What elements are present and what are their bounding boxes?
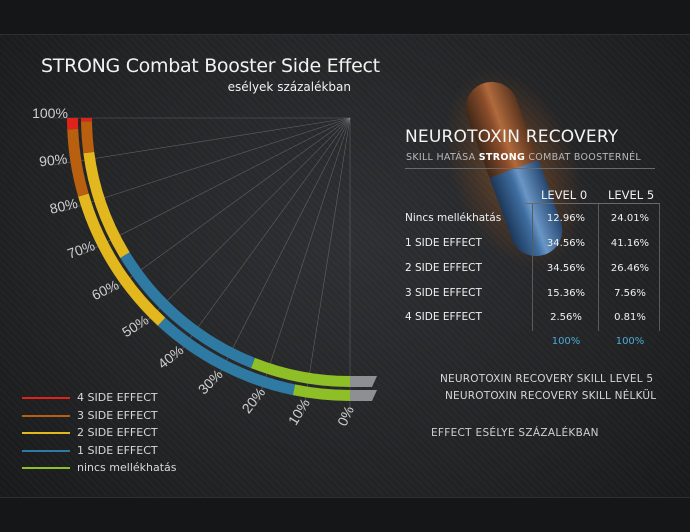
legend-label: 4 SIDE EFFECT [77,391,158,404]
legend-swatch [22,432,70,434]
bar-segment [292,384,350,401]
bar-segment [67,128,89,197]
gridline-spoke [137,117,351,331]
panel-subtitle-pre: SKILL HATÁSA [406,152,476,163]
legend-swatch [22,467,70,469]
bar-segment [81,121,95,154]
table-total-level5: 100% [615,336,645,347]
table-cell-level0: 12.96% [546,213,586,224]
table-cell-level0: 15.36% [546,288,586,299]
table-row-label: 3 SIDE EFFECT [405,287,482,299]
table-row-label: 4 SIDE EFFECT [405,311,482,323]
table-cell-level5: 0.81% [614,312,646,323]
table-cell-level0: 34.56% [546,238,586,249]
gridline-spoke [53,117,351,166]
bar-segment [78,193,166,326]
tick-label: 70% [65,237,97,261]
panel-divider [405,168,655,169]
tick-label: 20% [238,384,268,416]
gridline-spoke [82,117,351,255]
legend-swatch [22,397,70,399]
legend-swatch [22,449,70,452]
radial-gridlines [50,117,351,418]
panel-subtitle-highlight: STRONG [478,152,526,163]
table-cell-level5: 41.16% [610,238,650,249]
bar-end-cap [350,376,377,387]
chart-title: STRONG Combat Booster Side Effect [41,55,380,77]
table-total-level0: 100% [551,336,581,347]
table-cell-level0: 34.56% [546,263,586,274]
tick-label: 50% [119,312,151,341]
table-row-label: 1 SIDE EFFECT [405,237,482,249]
tick-label: 100% [32,105,68,121]
gridline-spoke [302,117,351,415]
tick-label: 10% [285,396,313,428]
gridline-spoke [173,117,351,361]
gridline-spoke [257,117,351,404]
column-separator [598,204,599,331]
tick-label: 80% [48,195,79,217]
axis-caption: EFFECT ESÉLYE SZÁZALÉKBAN [431,427,599,439]
table-cell-level5: 26.46% [610,263,650,274]
bar-segment [250,357,350,387]
legend-label: nincs mellékhatás [77,461,177,474]
panel-title: NEUROTOXIN RECOVERY [405,127,619,147]
legend-label: 1 SIDE EFFECT [77,443,158,457]
bar-label-inner: NEUROTOXIN RECOVERY SKILL NÉLKÜL [445,390,657,402]
legend-swatch [22,414,70,417]
tick-label: 90% [38,150,68,169]
tick-label: 40% [155,342,187,372]
top-bar [0,0,690,35]
column-header-level0: LEVEL 0 [541,188,588,202]
panel-subtitle-post: COMBAT BOOSTERNÉL [528,152,642,163]
panel-subtitle: SKILL HATÁSA STRONG COMBAT BOOSTERNÉL [406,152,641,163]
bar-segment [120,252,255,369]
table-cell-level5: 7.56% [614,288,646,299]
gridline-spoke [213,117,351,386]
column-separator [532,204,533,331]
bottom-bar [0,497,690,532]
bar-segment [80,118,93,122]
table-row-label: 2 SIDE EFFECT [405,262,482,274]
table-cell-level5: 24.01% [610,213,650,224]
chart-subtitle: esélyek százalékban [227,80,351,94]
bar-segment [67,118,79,130]
column-header-divider [525,203,660,204]
bar-segment [157,317,296,396]
gridline-spoke [107,117,351,295]
column-separator [659,204,660,331]
legend-label: 3 SIDE EFFECT [77,408,158,422]
gridline-spoke [64,117,351,211]
radial-bars [67,118,377,401]
table-row-label: Nincs mellékhatás [405,212,502,224]
bar-label-outer: NEUROTOXIN RECOVERY SKILL LEVEL 5 [440,373,654,385]
tick-label: 60% [89,277,121,304]
table-cell-level0: 2.56% [550,312,582,323]
tick-label: 0% [334,403,357,428]
legend-label: 2 SIDE EFFECT [77,426,158,439]
bar-segment [83,151,130,258]
column-header-level5: LEVEL 5 [608,188,655,202]
bar-end-cap [350,390,377,401]
